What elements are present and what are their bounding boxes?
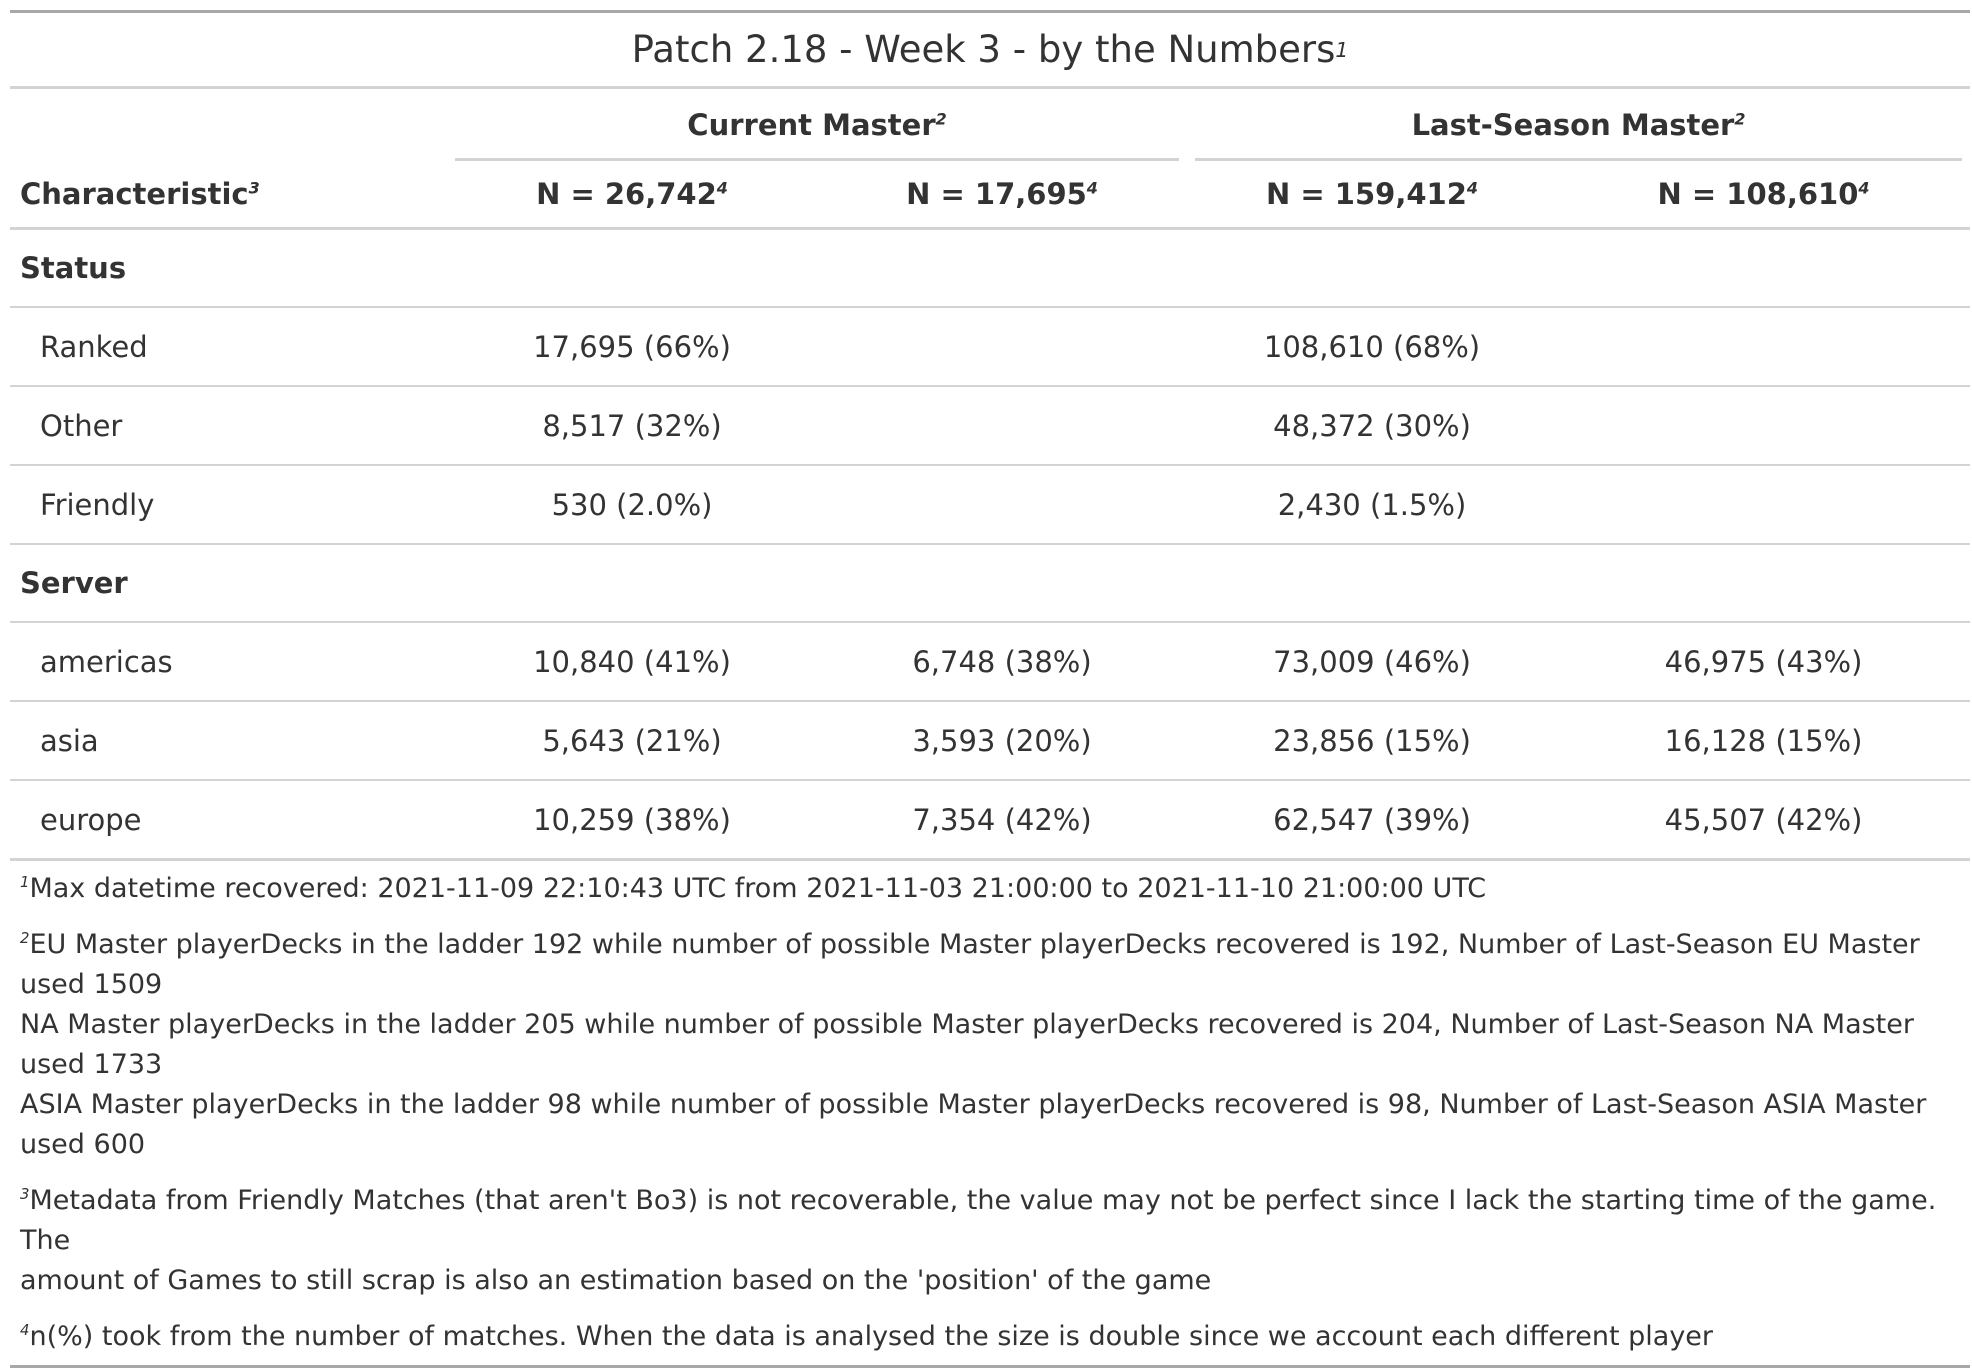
table-cell: 17,695 (66%) xyxy=(447,307,817,387)
footnote-text: NA Master playerDecks in the ladder 205 … xyxy=(20,1009,1914,1080)
row-label: Other xyxy=(10,386,447,466)
footnote-mark: 3 xyxy=(20,1185,30,1203)
spanner-label: Last-Season Master xyxy=(1411,108,1735,142)
row-label: americas xyxy=(10,622,447,702)
column-header-characteristic: Characteristic3 xyxy=(10,161,447,230)
column-header-label: N = 108,610 xyxy=(1657,177,1859,211)
group-label: Server xyxy=(10,544,1971,623)
column-header-stat: N = 159,4124 xyxy=(1187,161,1558,230)
footnote-mark: 4 xyxy=(716,178,728,198)
footnote: 2EU Master playerDecks in the ladder 192… xyxy=(20,917,1970,1173)
table-cell: 10,259 (38%) xyxy=(447,780,817,861)
table-cell: 48,372 (30%) xyxy=(1187,386,1558,466)
column-header-label: N = 17,695 xyxy=(906,177,1087,211)
table-row: americas 10,840 (41%) 6,748 (38%) 73,009… xyxy=(10,622,1971,702)
footnote-text: Metadata from Friendly Matches (that are… xyxy=(20,1185,1937,1256)
table-cell: 7,354 (42%) xyxy=(817,780,1188,861)
table-title: Patch 2.18 - Week 3 - by the Numbers 1 xyxy=(10,13,1970,89)
footnote: 3Metadata from Friendly Matches (that ar… xyxy=(20,1173,1970,1309)
summary-table-page: Patch 2.18 - Week 3 - by the Numbers 1 Cu… xyxy=(10,10,1971,1368)
column-header-stat: N = 108,6104 xyxy=(1557,161,1971,230)
table-row: europe 10,259 (38%) 7,354 (42%) 62,547 (… xyxy=(10,780,1971,861)
table-cell xyxy=(817,465,1188,545)
row-label: europe xyxy=(10,780,447,861)
group-row-server: Server xyxy=(10,544,1971,623)
footnote-mark: 3 xyxy=(248,178,260,198)
group-row-status: Status xyxy=(10,228,1971,308)
table-row: Friendly 530 (2.0%) 2,430 (1.5%) xyxy=(10,465,1971,545)
table-cell: 45,507 (42%) xyxy=(1557,780,1971,861)
column-header-stat: N = 26,7424 xyxy=(447,161,817,230)
column-header-label: Characteristic xyxy=(20,177,249,211)
footnote: 4n(%) took from the number of matches. W… xyxy=(20,1309,1970,1365)
table-cell: 10,840 (41%) xyxy=(447,622,817,702)
spanner-row: Current Master2 Last-Season Master2 xyxy=(10,89,1970,161)
table-row: Other 8,517 (32%) 48,372 (30%) xyxy=(10,386,1971,466)
footnote-text: amount of Games to still scrap is also a… xyxy=(20,1265,1212,1296)
table-cell: 16,128 (15%) xyxy=(1557,701,1971,781)
footnote-mark: 4 xyxy=(1086,178,1098,198)
summary-table: Patch 2.18 - Week 3 - by the Numbers 1 Cu… xyxy=(10,10,1971,1368)
table-title-text: Patch 2.18 - Week 3 - by the Numbers xyxy=(631,28,1336,71)
column-header-label: N = 159,412 xyxy=(1266,177,1467,211)
group-label: Status xyxy=(10,228,1971,308)
row-label: asia xyxy=(10,701,447,781)
column-header-stat: N = 17,6954 xyxy=(817,161,1188,230)
footnote-mark: 2 xyxy=(935,109,947,129)
column-header-row: Characteristic3 N = 26,7424 N = 17,6954 … xyxy=(10,161,1971,230)
footnote-mark: 1 xyxy=(20,873,30,891)
table-cell xyxy=(817,386,1188,466)
row-label: Friendly xyxy=(10,465,447,545)
table-cell: 6,748 (38%) xyxy=(817,622,1188,702)
footnote-mark: 2 xyxy=(20,929,30,947)
table-cell xyxy=(1557,307,1971,387)
table-row: Ranked 17,695 (66%) 108,610 (68%) xyxy=(10,307,1971,387)
footnotes: 1Max datetime recovered: 2021-11-09 22:1… xyxy=(10,861,1970,1365)
spanner-label: Current Master xyxy=(687,108,936,142)
footnote-mark: 4 xyxy=(20,1321,30,1339)
table-row: asia 5,643 (21%) 3,593 (20%) 23,856 (15%… xyxy=(10,701,1971,781)
row-label: Ranked xyxy=(10,307,447,387)
spanner-underline xyxy=(455,158,1180,161)
column-header-label: N = 26,742 xyxy=(536,177,717,211)
footnote-mark: 4 xyxy=(1466,178,1478,198)
table-cell: 108,610 (68%) xyxy=(1187,307,1558,387)
footnote-mark: 2 xyxy=(1734,109,1746,129)
table-cell: 2,430 (1.5%) xyxy=(1187,465,1558,545)
table-cell: 46,975 (43%) xyxy=(1557,622,1971,702)
footnote: 1Max datetime recovered: 2021-11-09 22:1… xyxy=(20,861,1970,917)
footnote-text: EU Master playerDecks in the ladder 192 … xyxy=(20,929,1920,1000)
footnote-text: n(%) took from the number of matches. Wh… xyxy=(29,1321,1714,1352)
spanner-current-master: Current Master2 xyxy=(447,89,1187,161)
footnote-mark: 4 xyxy=(1858,178,1870,198)
spanner-last-season-master: Last-Season Master2 xyxy=(1187,89,1970,161)
spanner-empty xyxy=(10,89,447,161)
data-table: Current Master2 Last-Season Master2 Char… xyxy=(10,89,1971,861)
table-cell xyxy=(1557,465,1971,545)
table-cell xyxy=(1557,386,1971,466)
spanner-underline xyxy=(1195,158,1963,161)
table-cell: 530 (2.0%) xyxy=(447,465,817,545)
table-cell: 62,547 (39%) xyxy=(1187,780,1558,861)
footnote-text: Max datetime recovered: 2021-11-09 22:10… xyxy=(29,873,1487,904)
table-cell: 23,856 (15%) xyxy=(1187,701,1558,781)
table-cell: 5,643 (21%) xyxy=(447,701,817,781)
table-cell: 3,593 (20%) xyxy=(817,701,1188,781)
table-cell: 73,009 (46%) xyxy=(1187,622,1558,702)
table-cell xyxy=(817,307,1188,387)
footnote-text: ASIA Master playerDecks in the ladder 98… xyxy=(20,1089,1927,1160)
table-cell: 8,517 (32%) xyxy=(447,386,817,466)
